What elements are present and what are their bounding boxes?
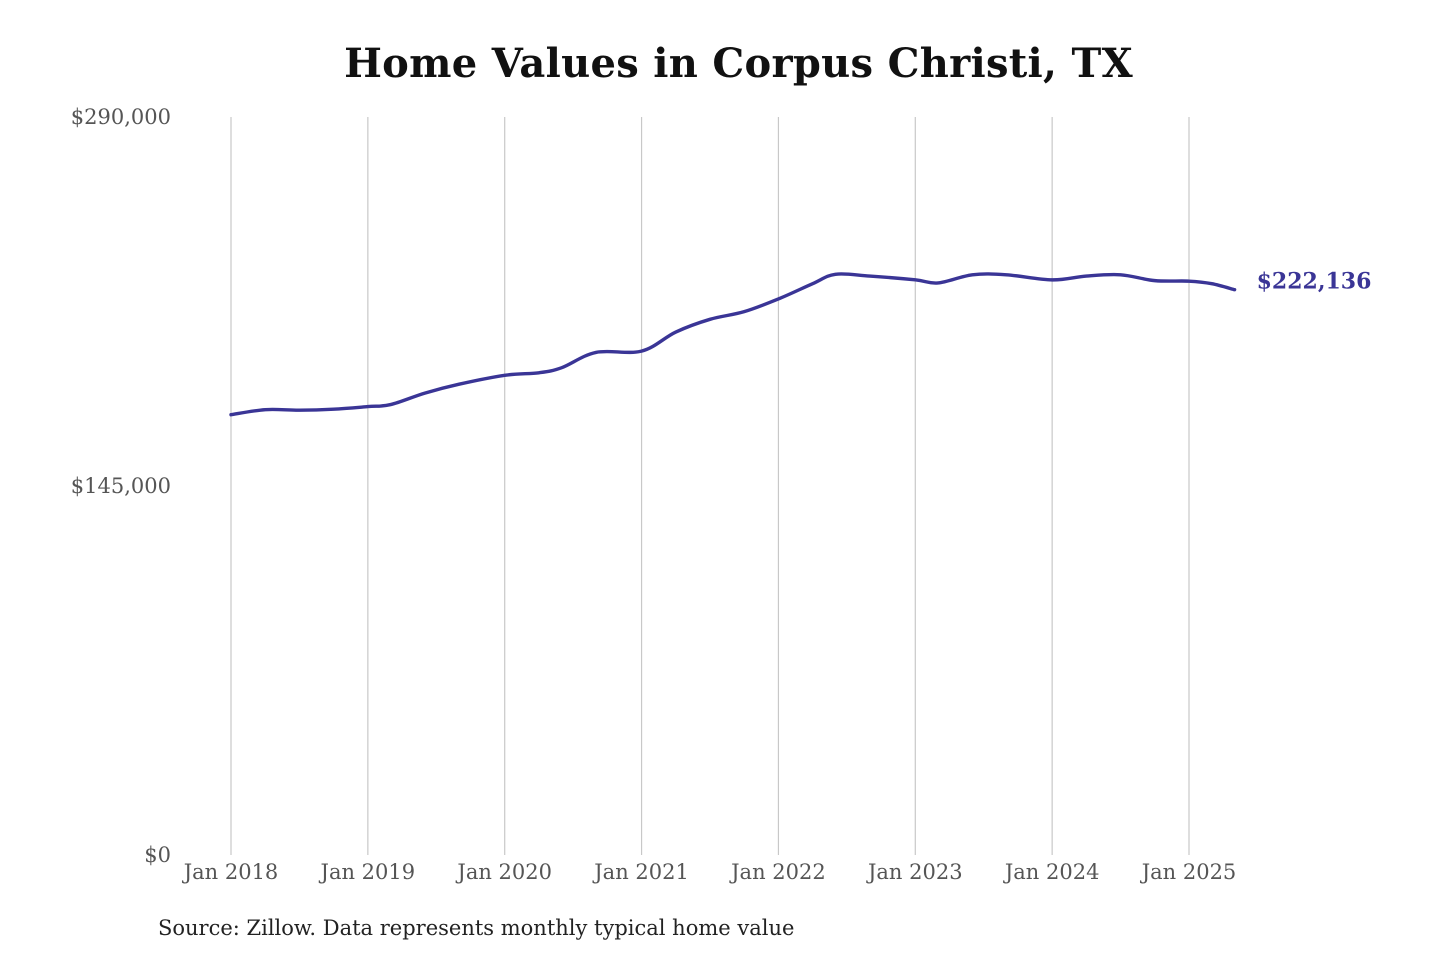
x-tick-label: Jan 2025: [1140, 860, 1237, 884]
x-tick-label: Jan 2021: [592, 860, 689, 884]
series-line: [229, 272, 1237, 417]
y-tick-label: $290,000: [71, 105, 171, 129]
end-value-label: $222,136: [1257, 269, 1372, 295]
x-tick-label: Jan 2020: [455, 860, 552, 884]
y-tick-label: $145,000: [71, 474, 171, 498]
x-tick-label: Jan 2023: [866, 860, 963, 884]
x-axis-ticks: Jan 2018 Jan 2019 Jan 2020 Jan 2021 Jan 2022…: [182, 860, 1237, 884]
gridlines: [230, 117, 1190, 855]
y-tick-label: $0: [144, 843, 171, 867]
x-tick-label: Jan 2024: [1003, 860, 1100, 884]
y-axis-ticks: $0 $145,000 $290,000: [71, 105, 171, 867]
end-label-layer: $222,136: [1257, 269, 1372, 295]
chart-title: Home Values in Corpus Christi, TX: [344, 40, 1133, 87]
source-note: Source: Zillow. Data represents monthly …: [158, 916, 795, 940]
series-layer: [229, 272, 1237, 417]
x-tick-label: Jan 2022: [729, 860, 826, 884]
x-tick-label: Jan 2019: [319, 860, 416, 884]
x-tick-label: Jan 2018: [182, 860, 279, 884]
